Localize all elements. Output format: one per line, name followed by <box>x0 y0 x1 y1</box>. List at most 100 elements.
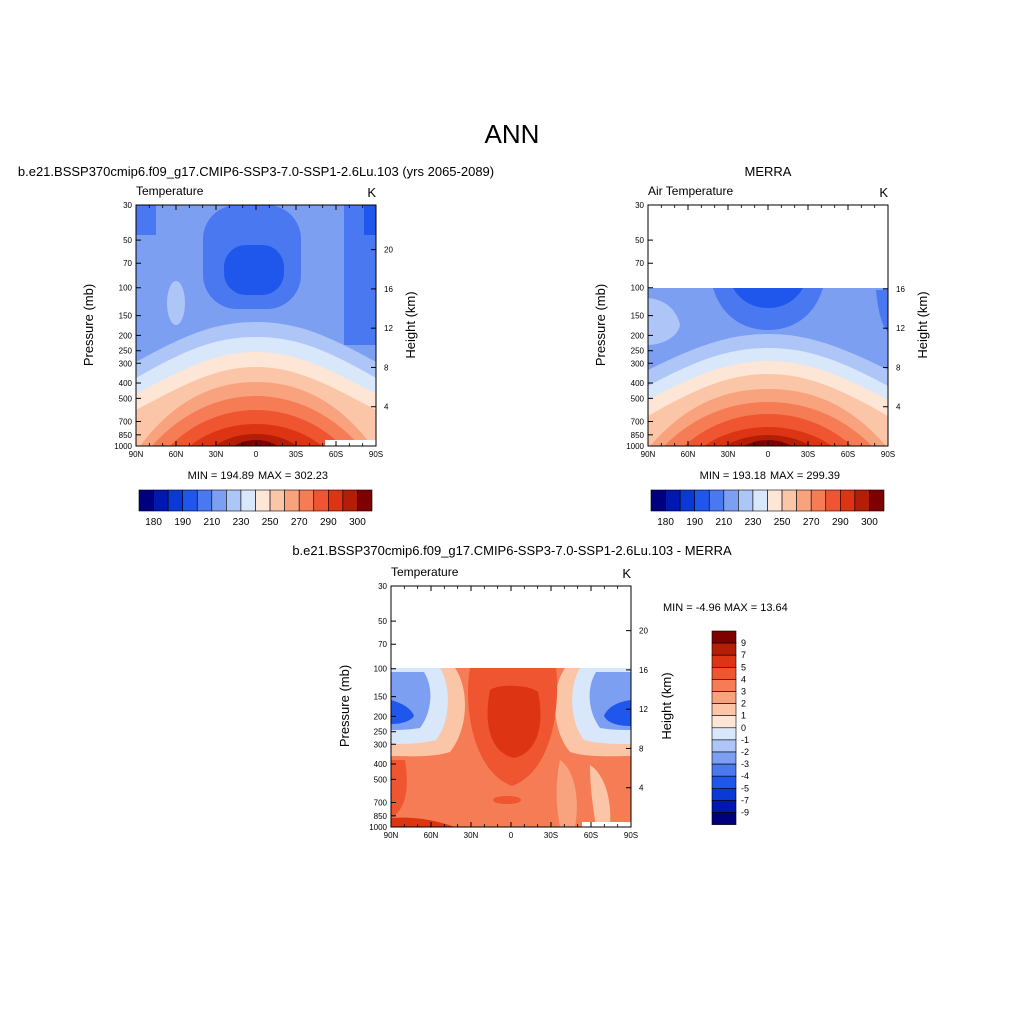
colorbar-box <box>679 489 695 512</box>
colorbar-label: 1 <box>741 711 746 721</box>
y-tick-label: 70 <box>635 259 644 268</box>
colorbar-box <box>711 787 737 801</box>
x-tick-label: 60S <box>584 831 598 840</box>
colorbar-label: 5 <box>741 662 746 672</box>
contour-band <box>713 288 823 330</box>
y-tick-label: 500 <box>374 775 388 784</box>
y-right-tick-label: 12 <box>384 324 393 333</box>
y-tick-label: 700 <box>631 417 645 426</box>
panel-observation: MERRA Air Temperature K 90N 60N 30N 0 30S 60S… <box>593 164 930 528</box>
x-tick-label: 90S <box>624 831 638 840</box>
colorbar-label: 180 <box>657 517 674 528</box>
x-tick-label: 30S <box>801 450 815 459</box>
colorbar-box <box>840 489 856 512</box>
y-right-tick-label: 8 <box>639 744 644 753</box>
colorbar-label: 180 <box>145 517 162 528</box>
colorbar-box <box>153 489 169 512</box>
colorbar-label: -5 <box>741 783 749 793</box>
y-tick-label: 1000 <box>369 823 387 832</box>
y-tick-label: 300 <box>374 740 388 749</box>
colorbar-label: 0 <box>741 723 746 733</box>
contour-field <box>136 205 376 446</box>
y-tick-label: 70 <box>378 640 387 649</box>
contour-band <box>604 700 631 726</box>
colorbar-label: 7 <box>741 650 746 660</box>
colorbar-box <box>767 489 783 512</box>
y-tick-label: 400 <box>119 379 133 388</box>
y-tick-label: 850 <box>374 812 388 821</box>
contour-band <box>391 760 407 818</box>
contour-band <box>487 685 541 758</box>
contour-band <box>556 760 577 827</box>
y-tick-label: 50 <box>635 236 644 245</box>
y-tick-label: 300 <box>119 359 133 368</box>
colorbar-box <box>711 654 737 668</box>
x-tick-label: 90N <box>384 831 399 840</box>
colorbar-box <box>284 489 300 512</box>
colorbar: 180 190 210 230 250 270 290 300 <box>650 489 885 528</box>
colorbar-box <box>650 489 666 512</box>
colorbar-box <box>182 489 198 512</box>
colorbar-label: 290 <box>320 517 337 528</box>
y-tick-label: 700 <box>374 798 388 807</box>
min-label: MIN = 194.89 <box>188 470 254 482</box>
y-tick-label: 1000 <box>626 442 644 451</box>
y-tick-label: 500 <box>631 394 645 403</box>
y-tick-label: 30 <box>635 201 644 210</box>
colorbar-label: 4 <box>741 674 746 684</box>
colorbar-box <box>869 489 885 512</box>
x-tick-label: 90S <box>881 450 895 459</box>
y-tick-label: 50 <box>378 617 387 626</box>
x-tick-label: 30N <box>209 450 224 459</box>
y-right-tick-label: 12 <box>639 705 648 714</box>
colorbar-box <box>738 489 754 512</box>
y-tick-label: 250 <box>631 347 645 356</box>
contour-band <box>136 205 156 235</box>
colorbar-label: 270 <box>803 517 820 528</box>
y-tick-label: 150 <box>374 693 388 702</box>
contour-band <box>733 288 803 308</box>
colorbar-box <box>711 666 737 680</box>
colorbar-label: 9 <box>741 638 746 648</box>
colorbar-label: 190 <box>174 517 191 528</box>
contour-band <box>493 796 521 804</box>
y-axis-title: Pressure (mb) <box>593 284 608 366</box>
x-tick-label: 90N <box>129 450 144 459</box>
y-tick-label: 250 <box>374 728 388 737</box>
colorbar-box <box>694 489 710 512</box>
x-tick-label: 60N <box>681 450 696 459</box>
colorbar-label: 2 <box>741 699 746 709</box>
missing-data-region <box>582 822 631 827</box>
y-right-tick-label: 4 <box>639 784 644 793</box>
colorbar-box <box>711 763 737 777</box>
contour-field <box>648 288 888 446</box>
colorbar-box <box>167 489 183 512</box>
colorbar-box <box>313 489 329 512</box>
y-axis-right-title: Height (km) <box>403 291 418 358</box>
y-axis-title: Pressure (mb) <box>337 665 352 747</box>
colorbar-box <box>665 489 681 512</box>
panel-title: MERRA <box>745 164 792 179</box>
colorbar-box <box>711 715 737 729</box>
colorbar-box <box>269 489 285 512</box>
colorbar-label: -4 <box>741 771 749 781</box>
x-tick-label: 90N <box>641 450 656 459</box>
colorbar-box <box>226 489 242 512</box>
contour-band <box>648 298 680 345</box>
colorbar-label: 250 <box>774 517 791 528</box>
y-tick-label: 100 <box>374 665 388 674</box>
x-tick-label: 60S <box>841 450 855 459</box>
contour-band <box>167 281 185 325</box>
colorbar-box <box>711 775 737 789</box>
colorbar-label: 210 <box>715 517 732 528</box>
colorbar-box <box>711 751 737 765</box>
y-tick-label: 150 <box>631 312 645 321</box>
colorbar-box <box>752 489 768 512</box>
contour-band <box>876 290 888 332</box>
colorbar: 180 190 210 230 250 270 290 300 <box>138 489 373 528</box>
y-tick-label: 400 <box>374 760 388 769</box>
colorbar-label: -7 <box>741 795 749 805</box>
y-tick-label: 30 <box>378 582 387 591</box>
colorbar-box <box>781 489 797 512</box>
colorbar-box <box>711 800 737 813</box>
